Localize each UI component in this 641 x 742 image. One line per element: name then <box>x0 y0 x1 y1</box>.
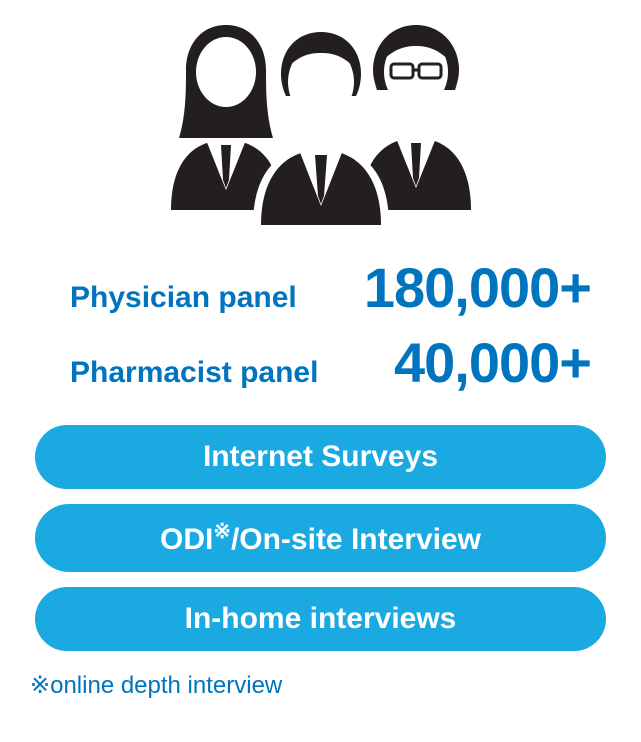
physician-group-icon <box>0 0 641 225</box>
method-label: In-home interviews <box>185 602 457 635</box>
footnote-mark-icon: ※ <box>30 672 50 699</box>
reference-mark-icon: ※ <box>213 520 231 543</box>
method-label-prefix: ODI <box>160 523 213 556</box>
panel-stats: Physician panel 180,000+ Pharmacist pane… <box>0 225 641 415</box>
method-label: Internet Surveys <box>203 440 438 473</box>
method-internet-surveys: Internet Surveys <box>35 425 606 489</box>
method-in-home: In-home interviews <box>35 587 606 651</box>
footnote-text: online depth interview <box>50 672 282 699</box>
stat-row-pharmacist: Pharmacist panel 40,000+ <box>70 330 591 395</box>
methods-list: Internet Surveys ODI※/On-site Interview … <box>0 415 641 651</box>
stat-value: 180,000+ <box>364 255 591 320</box>
method-label-suffix: /On-site Interview <box>231 523 481 556</box>
stat-row-physician: Physician panel 180,000+ <box>70 255 591 320</box>
stat-label: Physician panel <box>70 281 297 315</box>
stat-label: Pharmacist panel <box>70 356 318 390</box>
footnote: ※online depth interview <box>0 666 641 700</box>
stat-value: 40,000+ <box>394 330 591 395</box>
method-odi-onsite: ODI※/On-site Interview <box>35 504 606 572</box>
